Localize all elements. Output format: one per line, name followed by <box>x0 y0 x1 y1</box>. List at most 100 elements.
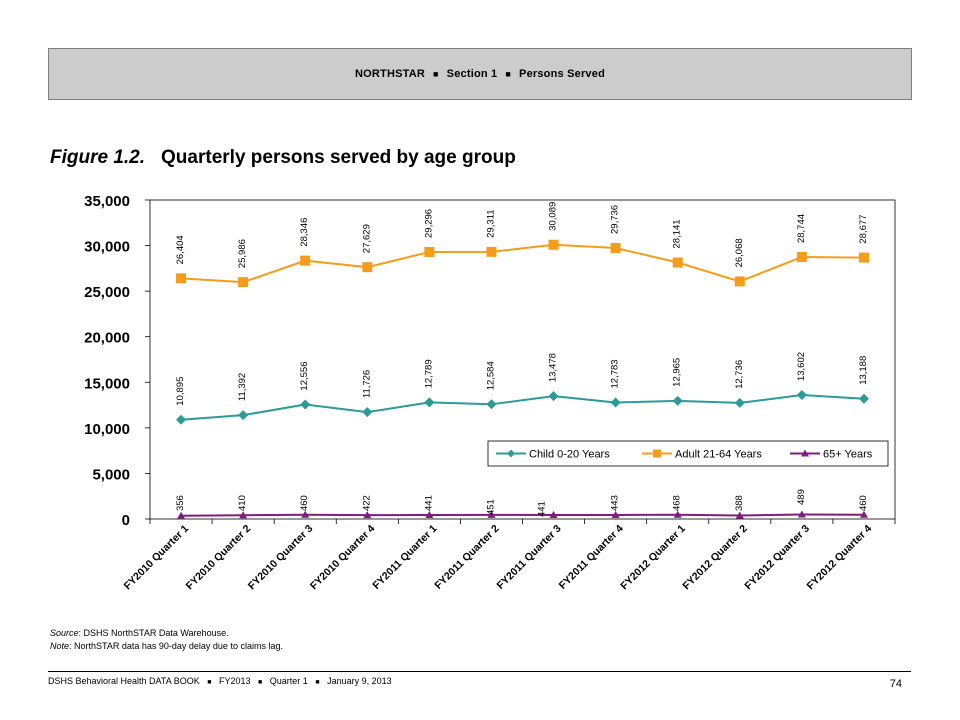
data-point <box>486 246 497 257</box>
data-label: 388 <box>734 495 745 511</box>
series-line-0 <box>180 394 865 421</box>
x-tick-label: FY2012 Quarter 3 <box>742 523 812 593</box>
x-tick-label: FY2012 Quarter 4 <box>805 523 875 593</box>
data-point <box>176 414 187 425</box>
note-text: : NorthSTAR data has 90-day delay due to… <box>69 641 283 651</box>
data-point <box>548 239 559 250</box>
data-label: 11,392 <box>237 373 248 401</box>
footer-separator: ■ <box>315 679 320 686</box>
data-label: 27,629 <box>361 224 372 253</box>
header-section: Section 1 <box>446 68 498 80</box>
data-label: 460 <box>858 495 869 511</box>
data-label: 28,141 <box>672 219 683 248</box>
data-label: 10,895 <box>175 377 186 406</box>
header-separator: ■ <box>433 69 439 79</box>
data-point <box>362 262 373 273</box>
data-label: 25,986 <box>237 239 248 268</box>
data-label: 12,736 <box>734 360 745 389</box>
legend-marker <box>507 449 515 458</box>
data-point <box>673 510 682 518</box>
data-point <box>238 410 249 421</box>
data-label: 12,556 <box>299 361 310 390</box>
data-point <box>611 510 620 518</box>
data-point <box>362 407 373 418</box>
data-point <box>548 391 559 402</box>
data-point <box>672 395 683 406</box>
figure-number: Figure 1.2. <box>50 147 146 168</box>
header-topic: Persons Served <box>519 68 605 80</box>
x-tick-label: FY2011 Quarter 3 <box>494 523 563 592</box>
data-point <box>176 273 187 284</box>
data-label: 12,783 <box>610 359 621 388</box>
data-point <box>363 511 372 519</box>
data-point <box>238 277 249 288</box>
y-tick-label: 35,000 <box>84 193 130 210</box>
x-tick-label: FY2011 Quarter 2 <box>432 523 501 592</box>
source-label: Source <box>50 628 79 638</box>
header-org: NORTHSTAR <box>354 68 426 80</box>
data-label: 26,068 <box>734 238 745 267</box>
data-label: 441 <box>537 501 548 517</box>
data-label: 13,478 <box>548 353 559 382</box>
data-label: 28,346 <box>299 218 310 247</box>
legend-label: Child 0-20 Years <box>529 449 610 461</box>
footer-book: DSHS Behavioral Health DATA BOOK <box>48 676 200 686</box>
data-point <box>858 252 869 263</box>
data-label: 356 <box>175 495 186 511</box>
data-label: 29,736 <box>610 205 621 234</box>
page-number: 74 <box>889 678 902 690</box>
section-header: NORTHSTAR ■ Section 1 ■ Persons Served <box>48 48 912 100</box>
legend-box <box>487 440 889 467</box>
footer-quarter: Quarter 1 <box>269 676 308 686</box>
x-tick-label: FY2010 Quarter 3 <box>246 523 316 593</box>
footer-separator: ■ <box>207 679 212 686</box>
figure-caption: Quarterly persons served by age group <box>161 147 516 168</box>
data-label: 29,311 <box>485 209 496 237</box>
x-tick-label: FY2012 Quarter 1 <box>618 523 688 593</box>
data-label: 489 <box>796 489 807 505</box>
data-point <box>177 511 186 519</box>
data-point <box>424 397 435 408</box>
x-tick-label: FY2011 Quarter 1 <box>370 523 439 592</box>
data-label: 410 <box>237 495 248 511</box>
data-label: 29,296 <box>423 209 434 238</box>
data-point <box>858 393 869 404</box>
data-point <box>300 399 311 410</box>
data-point <box>424 246 435 257</box>
x-tick-label: FY2012 Quarter 2 <box>680 523 750 593</box>
data-label: 12,965 <box>672 358 683 387</box>
data-point <box>859 510 868 518</box>
data-point <box>239 511 248 519</box>
data-point <box>300 255 311 266</box>
footer-divider <box>48 671 911 672</box>
source-note: Source: DSHS NorthSTAR Data Warehouse. <box>50 627 283 640</box>
data-point <box>487 510 496 518</box>
data-point <box>549 510 558 518</box>
footer: DSHS Behavioral Health DATA BOOK ■ FY201… <box>48 676 392 686</box>
data-point <box>797 510 806 518</box>
legend-marker <box>801 449 809 457</box>
x-tick-label: FY2010 Quarter 2 <box>184 523 254 593</box>
footer-date: January 9, 2013 <box>327 676 392 686</box>
y-tick-label: 25,000 <box>84 284 130 301</box>
data-label: 28,744 <box>796 214 807 243</box>
source-text: : DSHS NorthSTAR Data Warehouse. <box>78 628 229 638</box>
data-point <box>486 399 497 410</box>
data-point <box>734 397 745 408</box>
y-tick-label: 15,000 <box>84 375 130 392</box>
data-label: 12,584 <box>485 361 496 390</box>
data-point <box>734 276 745 287</box>
note-label: Note <box>50 641 70 651</box>
data-label: 441 <box>423 495 434 511</box>
y-tick-label: 10,000 <box>84 421 130 438</box>
series-line-2 <box>181 513 864 517</box>
data-point <box>735 511 744 519</box>
data-point <box>425 510 434 518</box>
footer-fy: FY2013 <box>219 676 251 686</box>
data-label: 468 <box>672 495 683 511</box>
data-label: 28,677 <box>858 215 869 244</box>
x-tick-label: FY2010 Quarter 1 <box>122 523 192 593</box>
data-point <box>301 510 310 518</box>
data-point <box>796 252 807 263</box>
